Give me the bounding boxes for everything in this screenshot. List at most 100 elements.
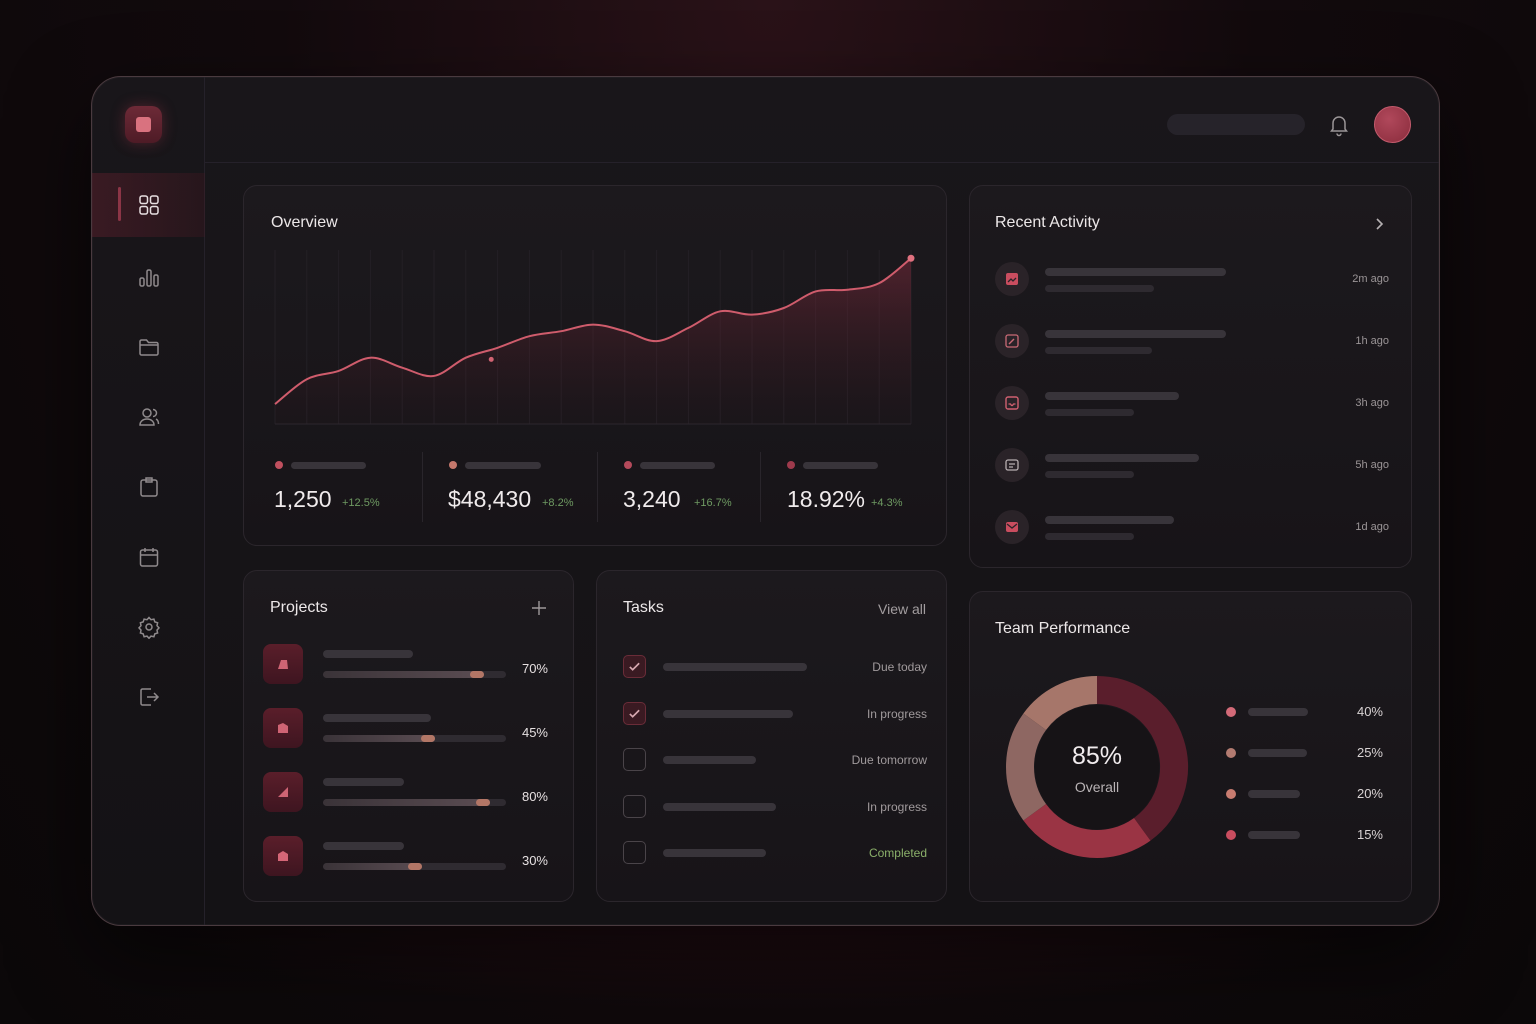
nav-analytics[interactable] [92,245,205,309]
legend-percent: 40% [1356,704,1383,719]
task-checkbox[interactable] [623,841,646,864]
project-name-placeholder [323,842,404,850]
user-card-icon [1005,459,1019,471]
check-icon [629,662,640,671]
donut-center-label: Overall [1074,779,1120,795]
nav-dashboard[interactable] [92,173,205,237]
task-checkbox[interactable] [623,655,646,678]
mail-icon [1006,522,1018,532]
stat-divider [422,452,423,522]
stat-divider [597,452,598,522]
project-progress-track [323,863,506,870]
project-icon-wrap [263,836,303,876]
tasks-card: Tasks View all Due today In progress Due t… [596,570,947,902]
activity-subtext-placeholder [1045,285,1154,292]
nav-tasks[interactable] [92,455,205,519]
project-progress-fill [323,735,435,742]
settings-icon [137,616,160,639]
recent-activity-card: Recent Activity 2m ago 1h ago 3h ago 5h ago… [969,185,1412,568]
search-bar[interactable] [1167,114,1305,135]
projects-card: Projects 70% 45% 80% 30% [243,570,574,902]
task-status: In progress [866,799,927,814]
plus-icon[interactable] [531,600,547,616]
project-percent: 80% [521,789,548,804]
task-checkbox[interactable] [623,748,646,771]
team-performance-card: Team Performance 85% Overall 40% 25% 20% 15… [969,591,1412,902]
legend-percent: 25% [1356,745,1383,760]
stat-value: 18.92% [787,486,866,512]
activity-icon-wrap [995,324,1029,358]
project-progress-fill [323,863,422,870]
stat-dot [449,461,457,469]
legend-label-placeholder [1248,749,1307,757]
nav-settings[interactable] [92,595,205,659]
project-progress-fill [323,799,490,806]
view-all-link[interactable]: View all [878,601,926,617]
app-logo-icon[interactable] [125,106,162,143]
project-icon-wrap [263,708,303,748]
project-icon-wrap [263,772,303,812]
clipboard-icon [139,477,158,497]
activity-icon-wrap [995,448,1029,482]
project-icon [278,660,288,669]
overview-chart [274,250,915,425]
stat-dot [787,461,795,469]
folder-icon [138,339,159,356]
overview-title: Overview [271,214,338,231]
inbox-icon [1005,396,1019,410]
task-text-placeholder [663,802,776,811]
project-name-placeholder [323,778,404,786]
stat-value: 3,240 [623,486,681,512]
project-name-placeholder [323,650,413,658]
task-text-placeholder [663,849,766,857]
stat-dot [624,461,632,469]
calendar-icon [139,548,158,567]
app-window: Overview 1,250 +12.5% $48,430 +8.2% [91,76,1440,926]
task-text-placeholder [663,709,793,718]
logout-icon [139,688,159,706]
projects-title: Projects [270,599,328,616]
legend-label-placeholder [1248,708,1308,716]
chart-marker [488,356,494,362]
task-status: Completed [868,846,927,860]
overview-card: Overview 1,250 +12.5% $48,430 +8.2% [243,185,947,546]
legend-percent: 15% [1356,827,1383,842]
donut-segment [1096,676,1188,841]
task-status: Due tomorrow [851,753,927,767]
chart-area [275,258,911,424]
stat-dot [275,461,283,469]
nav-logout[interactable] [92,665,205,729]
stat-delta: +16.7% [694,497,732,509]
project-icon [278,723,288,733]
stat-delta: +8.2% [542,497,574,509]
team-performance-title: Team Performance [995,620,1131,637]
grid-icon [138,195,159,215]
legend-dot [1226,830,1236,840]
legend-dot [1226,789,1236,799]
activity-subtext-placeholder [1045,471,1134,478]
chevron-right-icon[interactable] [1371,216,1387,232]
notifications-button[interactable] [1327,113,1351,137]
donut-segment [1023,676,1098,731]
activity-text-placeholder [1045,268,1226,276]
nav-team[interactable] [92,385,205,449]
project-icon-wrap [263,644,303,684]
task-checkbox[interactable] [623,701,646,725]
task-checkbox[interactable] [623,794,646,818]
nav-calendar[interactable] [92,525,205,589]
project-percent: 70% [521,661,548,676]
user-avatar[interactable] [1374,106,1411,143]
legend-label-placeholder [1248,790,1300,798]
stat-value: $48,430 [448,486,532,512]
task-text-placeholder [663,663,807,671]
project-progress-track [323,671,506,678]
check-icon [629,709,640,718]
project-percent: 30% [521,853,548,868]
activity-time: 1h ago [1355,335,1389,347]
activity-text-placeholder [1045,330,1226,338]
stat-delta: +4.3% [871,497,903,509]
sidebar [92,77,205,925]
task-text-placeholder [663,756,756,764]
activity-text-placeholder [1045,454,1199,462]
nav-files[interactable] [92,315,205,379]
